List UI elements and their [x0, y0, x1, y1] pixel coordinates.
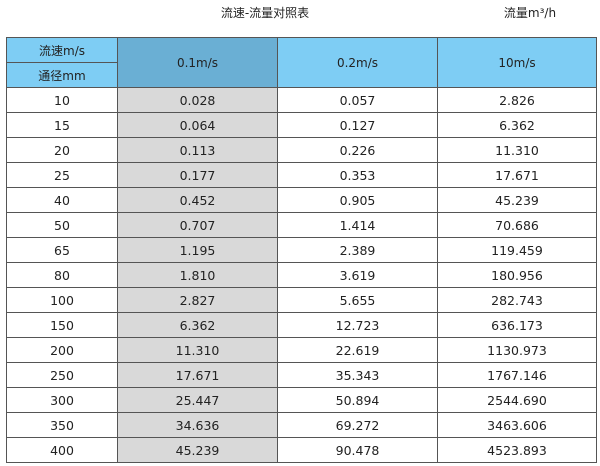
- table-row: 150 6.362 12.723 636.173: [6, 312, 597, 338]
- velocity-header: 流速m/s: [6, 37, 118, 63]
- diameter-cell: 40: [6, 187, 118, 213]
- flow-cell: 0.353: [277, 162, 438, 188]
- flow-cell: 0.905: [277, 187, 438, 213]
- flow-cell: 11.310: [117, 337, 278, 363]
- diameter-cell: 20: [6, 137, 118, 163]
- table-row: 400 45.239 90.478 4523.893: [6, 437, 597, 463]
- diameter-cell: 65: [6, 237, 118, 263]
- table-row: 10 0.028 0.057 2.826: [6, 87, 597, 113]
- diameter-cell: 150: [6, 312, 118, 338]
- flow-cell: 2544.690: [437, 387, 597, 413]
- flow-cell: 3.619: [277, 262, 438, 288]
- flow-cell: 2.827: [117, 287, 278, 313]
- table-row: 100 2.827 5.655 282.743: [6, 287, 597, 313]
- flow-cell: 0.028: [117, 87, 278, 113]
- table-row: 250 17.671 35.343 1767.146: [6, 362, 597, 388]
- flow-cell: 636.173: [437, 312, 597, 338]
- diameter-cell: 15: [6, 112, 118, 138]
- table-row: 300 25.447 50.894 2544.690: [6, 387, 597, 413]
- flow-cell: 6.362: [117, 312, 278, 338]
- flow-cell: 0.064: [117, 112, 278, 138]
- flow-cell: 11.310: [437, 137, 597, 163]
- flow-cell: 22.619: [277, 337, 438, 363]
- table-row: 200 11.310 22.619 1130.973: [6, 337, 597, 363]
- flow-cell: 70.686: [437, 212, 597, 238]
- flow-cell: 0.226: [277, 137, 438, 163]
- header-row: 流速m/s 0.1m/s 0.2m/s 10m/s: [6, 37, 597, 88]
- table-row: 80 1.810 3.619 180.956: [6, 262, 597, 288]
- diameter-cell: 200: [6, 337, 118, 363]
- diameter-cell: 300: [6, 387, 118, 413]
- flow-cell: 0.452: [117, 187, 278, 213]
- flow-cell: 282.743: [437, 287, 597, 313]
- flow-cell: 0.707: [117, 212, 278, 238]
- column-header: 0.1m/s: [117, 37, 278, 88]
- diameter-cell: 350: [6, 412, 118, 438]
- flow-cell: 45.239: [117, 437, 278, 463]
- flow-cell: 119.459: [437, 237, 597, 263]
- flow-cell: 5.655: [277, 287, 438, 313]
- flow-cell: 35.343: [277, 362, 438, 388]
- flow-cell: 2.389: [277, 237, 438, 263]
- diameter-cell: 80: [6, 262, 118, 288]
- flow-cell: 3463.606: [437, 412, 597, 438]
- flow-cell: 0.177: [117, 162, 278, 188]
- diameter-header: 通径mm: [6, 62, 118, 88]
- diameter-cell: 10: [6, 87, 118, 113]
- diameter-cell: 100: [6, 287, 118, 313]
- flow-cell: 50.894: [277, 387, 438, 413]
- table-row: 15 0.064 0.127 6.362: [6, 112, 597, 138]
- table-row: 50 0.707 1.414 70.686: [6, 212, 597, 238]
- flow-cell: 34.636: [117, 412, 278, 438]
- flow-table: 流速m/s 0.1m/s 0.2m/s 10m/s 通径mm 10 0.028 0.…: [6, 37, 597, 463]
- flow-cell: 17.671: [117, 362, 278, 388]
- flow-cell: 1130.973: [437, 337, 597, 363]
- flow-cell: 1.414: [277, 212, 438, 238]
- diameter-cell: 250: [6, 362, 118, 388]
- column-header: 0.2m/s: [277, 37, 438, 88]
- flow-cell: 1.195: [117, 237, 278, 263]
- table-row: 20 0.113 0.226 11.310: [6, 137, 597, 163]
- table-row: 40 0.452 0.905 45.239: [6, 187, 597, 213]
- flow-cell: 69.272: [277, 412, 438, 438]
- table-row: 25 0.177 0.353 17.671: [6, 162, 597, 188]
- flow-cell: 4523.893: [437, 437, 597, 463]
- diameter-cell: 400: [6, 437, 118, 463]
- flow-cell: 1767.146: [437, 362, 597, 388]
- flow-cell: 25.447: [117, 387, 278, 413]
- diameter-cell: 50: [6, 212, 118, 238]
- table-title: 流速-流量对照表: [220, 6, 310, 20]
- table-row: 65 1.195 2.389 119.459: [6, 237, 597, 263]
- flow-cell: 12.723: [277, 312, 438, 338]
- flow-cell: 6.362: [437, 112, 597, 138]
- diameter-cell: 25: [6, 162, 118, 188]
- flow-cell: 45.239: [437, 187, 597, 213]
- flow-cell: 17.671: [437, 162, 597, 188]
- unit-label: 流量m³/h: [503, 6, 557, 20]
- flow-cell: 0.057: [277, 87, 438, 113]
- flow-cell: 90.478: [277, 437, 438, 463]
- table-row: 350 34.636 69.272 3463.606: [6, 412, 597, 438]
- flow-cell: 2.826: [437, 87, 597, 113]
- flow-cell: 0.113: [117, 137, 278, 163]
- header-row: 通径mm: [6, 62, 597, 88]
- flow-cell: 1.810: [117, 262, 278, 288]
- flow-cell: 180.956: [437, 262, 597, 288]
- column-header: 10m/s: [437, 37, 597, 88]
- flow-cell: 0.127: [277, 112, 438, 138]
